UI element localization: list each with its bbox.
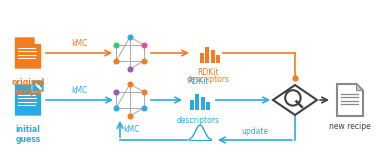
Text: initial
guess: initial guess	[15, 125, 40, 144]
Polygon shape	[35, 36, 42, 44]
Polygon shape	[35, 83, 42, 91]
Text: original
recipe: original recipe	[11, 78, 45, 97]
Text: kMC: kMC	[71, 86, 88, 95]
Text: kMC: kMC	[123, 124, 139, 134]
Bar	[201, 97, 205, 110]
FancyBboxPatch shape	[32, 80, 44, 92]
Bar	[205, 47, 209, 63]
Text: update: update	[242, 127, 268, 136]
Polygon shape	[14, 36, 42, 70]
Bar	[216, 55, 220, 63]
Text: RDKit: RDKit	[187, 77, 209, 86]
Bar	[206, 102, 211, 110]
Text: new recipe: new recipe	[329, 122, 371, 131]
Polygon shape	[337, 84, 363, 116]
Bar	[200, 53, 204, 63]
Polygon shape	[14, 83, 42, 116]
Text: descriptors: descriptors	[177, 116, 220, 125]
Text: RDKit: RDKit	[197, 68, 219, 77]
Bar	[190, 100, 194, 110]
Bar	[211, 50, 215, 63]
Text: kMC: kMC	[71, 39, 87, 48]
Bar	[195, 94, 199, 110]
Text: descriptors: descriptors	[186, 75, 229, 84]
Polygon shape	[273, 85, 317, 115]
Polygon shape	[356, 84, 363, 91]
